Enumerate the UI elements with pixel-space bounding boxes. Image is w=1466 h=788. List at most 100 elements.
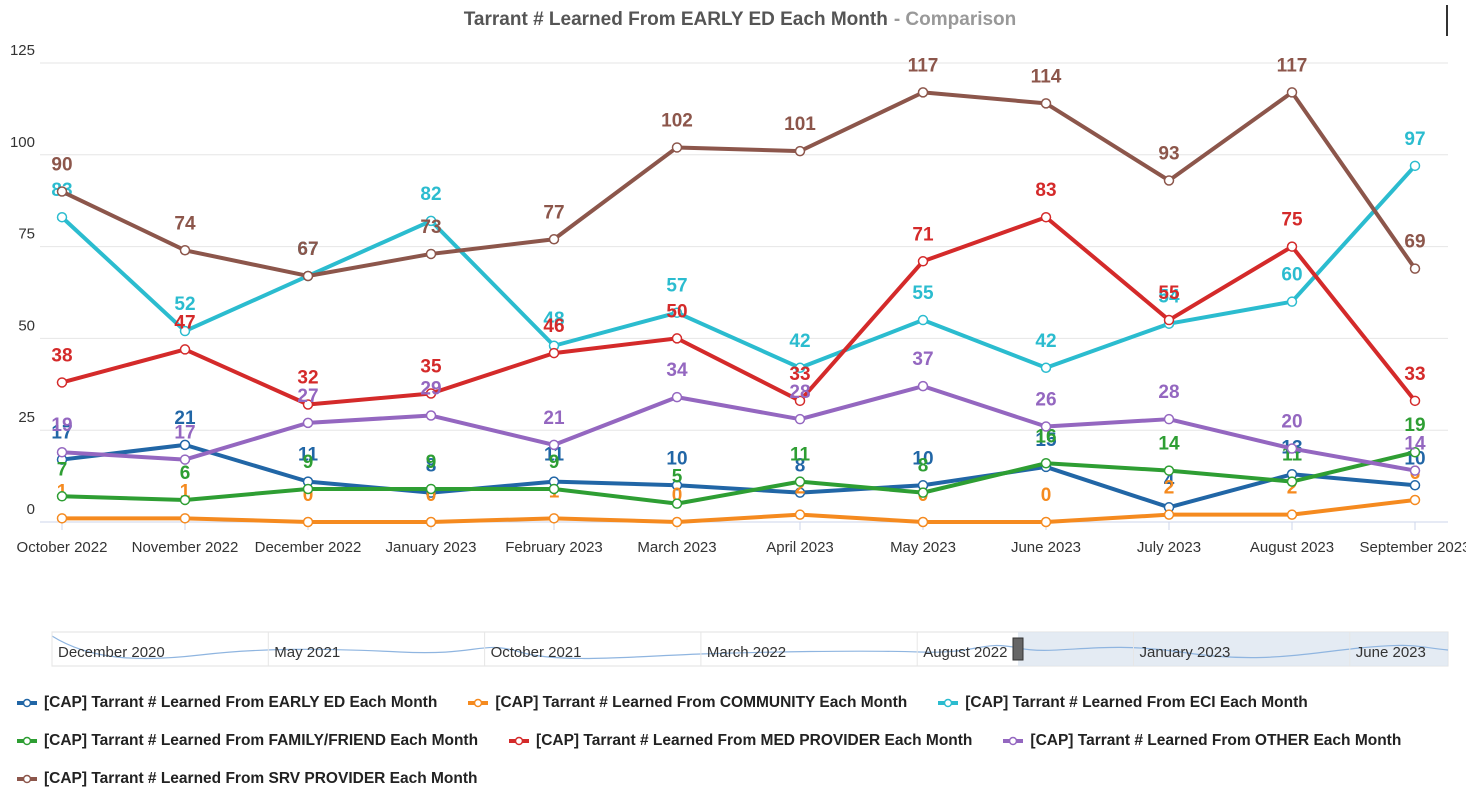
- point: [1286, 296, 1298, 307]
- data-label: 83: [1035, 180, 1056, 201]
- point: [1163, 413, 1175, 425]
- y-tick-label: 100: [10, 134, 35, 151]
- legend-item[interactable]: [CAP] Tarrant # Learned From ECI Each Mo…: [937, 694, 1308, 712]
- data-label: 34: [666, 360, 688, 381]
- x-tick-label: August 2023: [1250, 539, 1334, 556]
- legend-item[interactable]: [CAP] Tarrant # Learned From EARLY ED Ea…: [16, 694, 437, 712]
- x-tick-label: July 2023: [1137, 539, 1201, 556]
- data-label: 9: [549, 452, 560, 473]
- y-tick-label: 125: [10, 42, 35, 59]
- data-label: 52: [174, 294, 195, 315]
- point: [425, 410, 437, 421]
- point: [425, 248, 437, 260]
- legend-item[interactable]: [CAP] Tarrant # Learned From OTHER Each …: [1002, 732, 1401, 750]
- chart-title: Tarrant # Learned From EARLY ED Each Mon…: [464, 9, 888, 30]
- data-label: 4: [1164, 470, 1175, 491]
- point: [1163, 509, 1175, 520]
- x-tick-label: June 2023: [1011, 539, 1081, 556]
- point: [1409, 160, 1421, 172]
- point: [1286, 509, 1298, 520]
- data-label: 46: [543, 316, 564, 337]
- legend-symbol: [468, 698, 489, 708]
- x-tick-label: March 2023: [637, 539, 716, 556]
- data-label: 17: [51, 423, 72, 444]
- legend-item[interactable]: [CAP] Tarrant # Learned From MED PROVIDE…: [508, 732, 972, 750]
- legend-label: [CAP] Tarrant # Learned From OTHER Each …: [1030, 732, 1402, 749]
- navigator: December 2020 May 2021 October 2021 March 2…: [51, 631, 1449, 667]
- y-tick-label: 50: [18, 317, 35, 334]
- data-label: 102: [661, 110, 693, 131]
- point: [671, 333, 683, 344]
- point: [56, 211, 68, 223]
- data-label: 14: [1158, 434, 1180, 455]
- point: [671, 307, 683, 318]
- navigator-handle[interactable]: [1012, 637, 1024, 661]
- data-label: 8: [795, 456, 806, 477]
- data-label: 67: [297, 239, 318, 260]
- data-label: 7: [57, 459, 68, 480]
- series-line: [61, 215, 1417, 407]
- point: [794, 145, 806, 157]
- series-line: [61, 442, 1416, 510]
- point: [794, 487, 806, 498]
- data-label: 37: [912, 349, 933, 370]
- legend-symbol: [17, 774, 37, 784]
- data-label: 38: [51, 345, 72, 366]
- data-label: 0: [303, 485, 314, 506]
- point: [1163, 465, 1175, 476]
- point: [671, 391, 683, 403]
- chart-subtitle: - Comparison: [894, 9, 1016, 30]
- point: [548, 347, 560, 359]
- point: [917, 256, 929, 267]
- data-label: 54: [1158, 287, 1180, 308]
- data-label: 2: [1287, 478, 1298, 499]
- data-label: 73: [420, 217, 441, 238]
- legend-item[interactable]: [CAP] Tarrant # Learned From COMMUNITY E…: [467, 694, 907, 712]
- point: [917, 380, 929, 392]
- data-label: 47: [174, 312, 195, 333]
- data-label: 28: [789, 382, 810, 403]
- point: [794, 395, 806, 407]
- x-tick-label: May 2023: [890, 539, 956, 556]
- legend-symbol: [1003, 736, 1024, 746]
- data-label: 74: [174, 213, 196, 234]
- data-label: 8: [918, 456, 929, 477]
- x-tick-label: September 2023: [1360, 539, 1466, 556]
- data-label: 0: [672, 485, 683, 506]
- data-label: 0: [426, 485, 437, 506]
- data-label: 97: [1404, 129, 1425, 150]
- point: [671, 142, 683, 153]
- point: [917, 314, 929, 326]
- data-label: 117: [908, 55, 939, 76]
- data-label: 6: [180, 463, 191, 484]
- legend-label: [CAP] Tarrant # Learned From EARLY ED Ea…: [44, 694, 438, 711]
- data-label: 0: [1041, 485, 1052, 506]
- point: [794, 476, 806, 487]
- legend-item[interactable]: [CAP] Tarrant # Learned From FAMILY/FRIE…: [16, 732, 478, 750]
- data-label: 114: [1031, 66, 1062, 87]
- data-label: 19: [51, 415, 72, 436]
- data-label: 67: [297, 239, 318, 260]
- series-line: [61, 90, 1417, 278]
- point: [1163, 175, 1175, 186]
- point: [548, 483, 560, 495]
- point: [179, 344, 191, 355]
- data-label: 8: [426, 456, 437, 477]
- data-label: 55: [1158, 283, 1180, 304]
- data-label: 14: [1404, 434, 1426, 455]
- data-label: 21: [543, 408, 565, 429]
- navigator-label: January 2023: [1140, 644, 1231, 661]
- legend-label: [CAP] Tarrant # Learned From COMMUNITY E…: [495, 694, 908, 711]
- data-label: 33: [789, 364, 810, 385]
- legend-symbol: [938, 698, 959, 708]
- point: [1409, 465, 1421, 476]
- data-label: 57: [666, 276, 687, 297]
- y-tick-label: 25: [18, 409, 35, 426]
- data-label: 101: [784, 114, 816, 135]
- data-label: 2: [795, 478, 806, 499]
- point: [1040, 457, 1052, 469]
- legend-item[interactable]: [CAP] Tarrant # Learned From SRV PROVIDE…: [16, 770, 478, 788]
- data-label: 50: [666, 301, 687, 322]
- point: [425, 483, 437, 495]
- legend-label: [CAP] Tarrant # Learned From MED PROVIDE…: [536, 732, 973, 749]
